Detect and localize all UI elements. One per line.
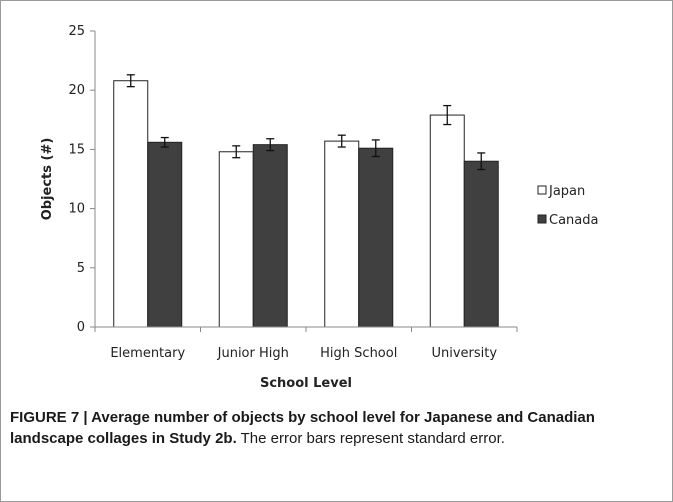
legend-label-canada: Canada (549, 213, 598, 228)
x-axis-title: School Level (260, 376, 352, 391)
figure-caption: FIGURE 7 | Average number of objects by … (10, 407, 660, 449)
y-tick-label: 20 (68, 83, 85, 98)
bar-canada (147, 141, 183, 328)
x-tick-label: Junior High (217, 346, 289, 361)
caption-lead: FIGURE 7 | Average number of objects by … (10, 409, 595, 447)
x-tick-label: Elementary (110, 346, 185, 361)
bar-japan (218, 151, 254, 328)
bar-canada (358, 147, 394, 328)
bar-canada (252, 144, 288, 328)
x-tick-label: High School (320, 346, 397, 361)
y-tick-label: 15 (68, 142, 85, 157)
bar-japan (113, 80, 149, 328)
bars (113, 74, 499, 328)
x-tick-label: University (431, 346, 497, 361)
legend-label-japan: Japan (548, 184, 585, 199)
bar-japan (324, 140, 360, 328)
bar-canada (463, 160, 499, 328)
legend: Japan Canada (537, 184, 598, 228)
y-tick-label: 25 (68, 24, 85, 39)
y-tick-label: 10 (68, 202, 85, 217)
y-tick-label: 0 (77, 320, 85, 335)
bar-chart: 0 5 10 15 20 25 Elementary Junior High High Sch… (40, 24, 598, 391)
legend-swatch-japan (537, 185, 547, 195)
bar-japan (429, 114, 465, 328)
x-axis: Elementary Junior High High School Universi… (94, 326, 518, 361)
y-axis-title: Objects (#) (40, 138, 55, 221)
y-axis: 0 5 10 15 20 25 (68, 24, 96, 335)
y-tick-label: 5 (77, 261, 85, 276)
legend-swatch-canada (537, 214, 547, 224)
caption-body: The error bars represent standard error. (236, 430, 505, 447)
